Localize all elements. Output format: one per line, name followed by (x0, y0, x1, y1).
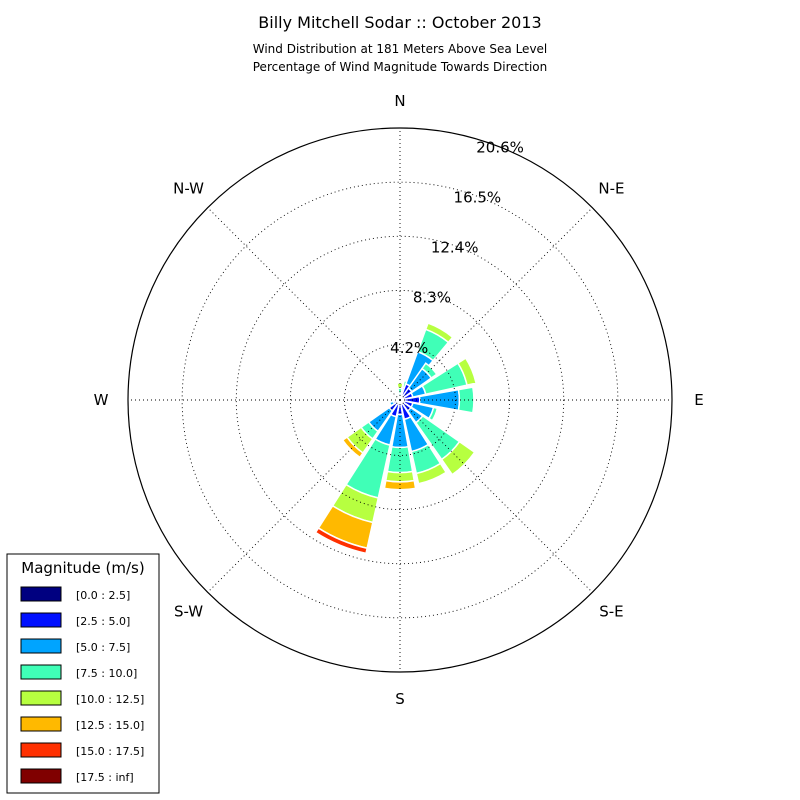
sector-bar-11-bin-5 (341, 436, 364, 459)
legend-swatch-1 (20, 612, 62, 628)
chart-subtitle-1: Wind Distribution at 181 Meters Above Se… (253, 42, 548, 56)
direction-label-n-w: N-W (173, 180, 204, 198)
sector-bar-12-bin-2 (388, 400, 396, 407)
direction-label-w: W (94, 391, 109, 409)
grid-spoke-3 (399, 399, 593, 593)
sector-bar-10-bin-6 (314, 527, 369, 555)
grid-spoke-5 (207, 399, 401, 593)
direction-label-e: E (694, 391, 703, 409)
grid-ring-3 (181, 181, 619, 619)
ring-label-4: 20.6% (476, 139, 524, 157)
legend-entry-label-2: [5.0 : 7.5] (76, 641, 130, 654)
grid-ring-1 (289, 289, 511, 511)
wind-sectors (314, 322, 477, 555)
direction-label-n-e: N-E (598, 180, 624, 198)
sector-bar-4-bin-4 (456, 357, 477, 387)
grid-spoke-1 (399, 207, 593, 401)
outer-circle (127, 127, 673, 673)
ring-label-1: 8.3% (413, 289, 451, 307)
legend-entry-label-0: [0.0 : 2.5] (76, 589, 130, 602)
direction-label-s-e: S-E (599, 602, 623, 620)
ring-label-2: 12.4% (431, 239, 479, 257)
legend-swatch-0 (20, 586, 62, 602)
ring-labels: 4.2% 8.3% 12.4% 16.5% 20.6% (390, 139, 524, 357)
legend-swatch-3 (20, 664, 62, 680)
direction-label-s-w: S-W (174, 602, 203, 620)
legend-title: Magnitude (m/s) (21, 559, 144, 577)
legend-entry-label-5: [12.5 : 15.0] (76, 719, 144, 732)
legend-swatch-6 (20, 742, 62, 758)
legend-swatch-5 (20, 716, 62, 732)
polar-grid (127, 127, 673, 673)
grid-ring-0 (344, 344, 456, 456)
chart-title: Billy Mitchell Sodar :: October 2013 (258, 13, 541, 32)
legend-entry-label-1: [2.5 : 5.0] (76, 615, 130, 628)
sector-bar-7-bin-4 (440, 440, 476, 476)
grid-spoke-7 (207, 207, 401, 401)
legend-entry-label-7: [17.5 : inf] (76, 771, 134, 784)
direction-labels: N N-E E S-E S S-W W N-W (94, 92, 704, 708)
sector-bar-6-bin-3 (427, 406, 439, 422)
legend-swatch-4 (20, 690, 62, 706)
sector-bar-3-bin-3 (420, 362, 438, 380)
ring-label-3: 16.5% (454, 189, 502, 207)
sector-bar-2-bin-4 (424, 322, 454, 344)
direction-label-s: S (395, 690, 405, 708)
ring-label-0: 4.2% (390, 339, 428, 357)
legend-entry-label-3: [7.5 : 10.0] (76, 667, 137, 680)
legend-entry-label-4: [10.0 : 12.5] (76, 693, 144, 706)
legend-swatch-2 (20, 638, 62, 654)
chart-subtitle-2: Percentage of Wind Magnitude Towards Dir… (253, 60, 547, 74)
legend-entry-label-6: [15.0 : 17.5] (76, 745, 144, 758)
sector-bar-16-bin-1 (397, 396, 401, 400)
sector-bar-5-bin-3 (457, 386, 475, 414)
legend-swatch-7 (20, 768, 62, 784)
sector-bar-9-bin-5 (383, 479, 417, 491)
legend: Magnitude (m/s) [0.0 : 2.5] [2.5 : 5.0] [5… (6, 553, 160, 794)
direction-label-n: N (394, 92, 405, 110)
sector-bar-8-bin-4 (415, 462, 448, 485)
grid-ring-2 (235, 235, 565, 565)
